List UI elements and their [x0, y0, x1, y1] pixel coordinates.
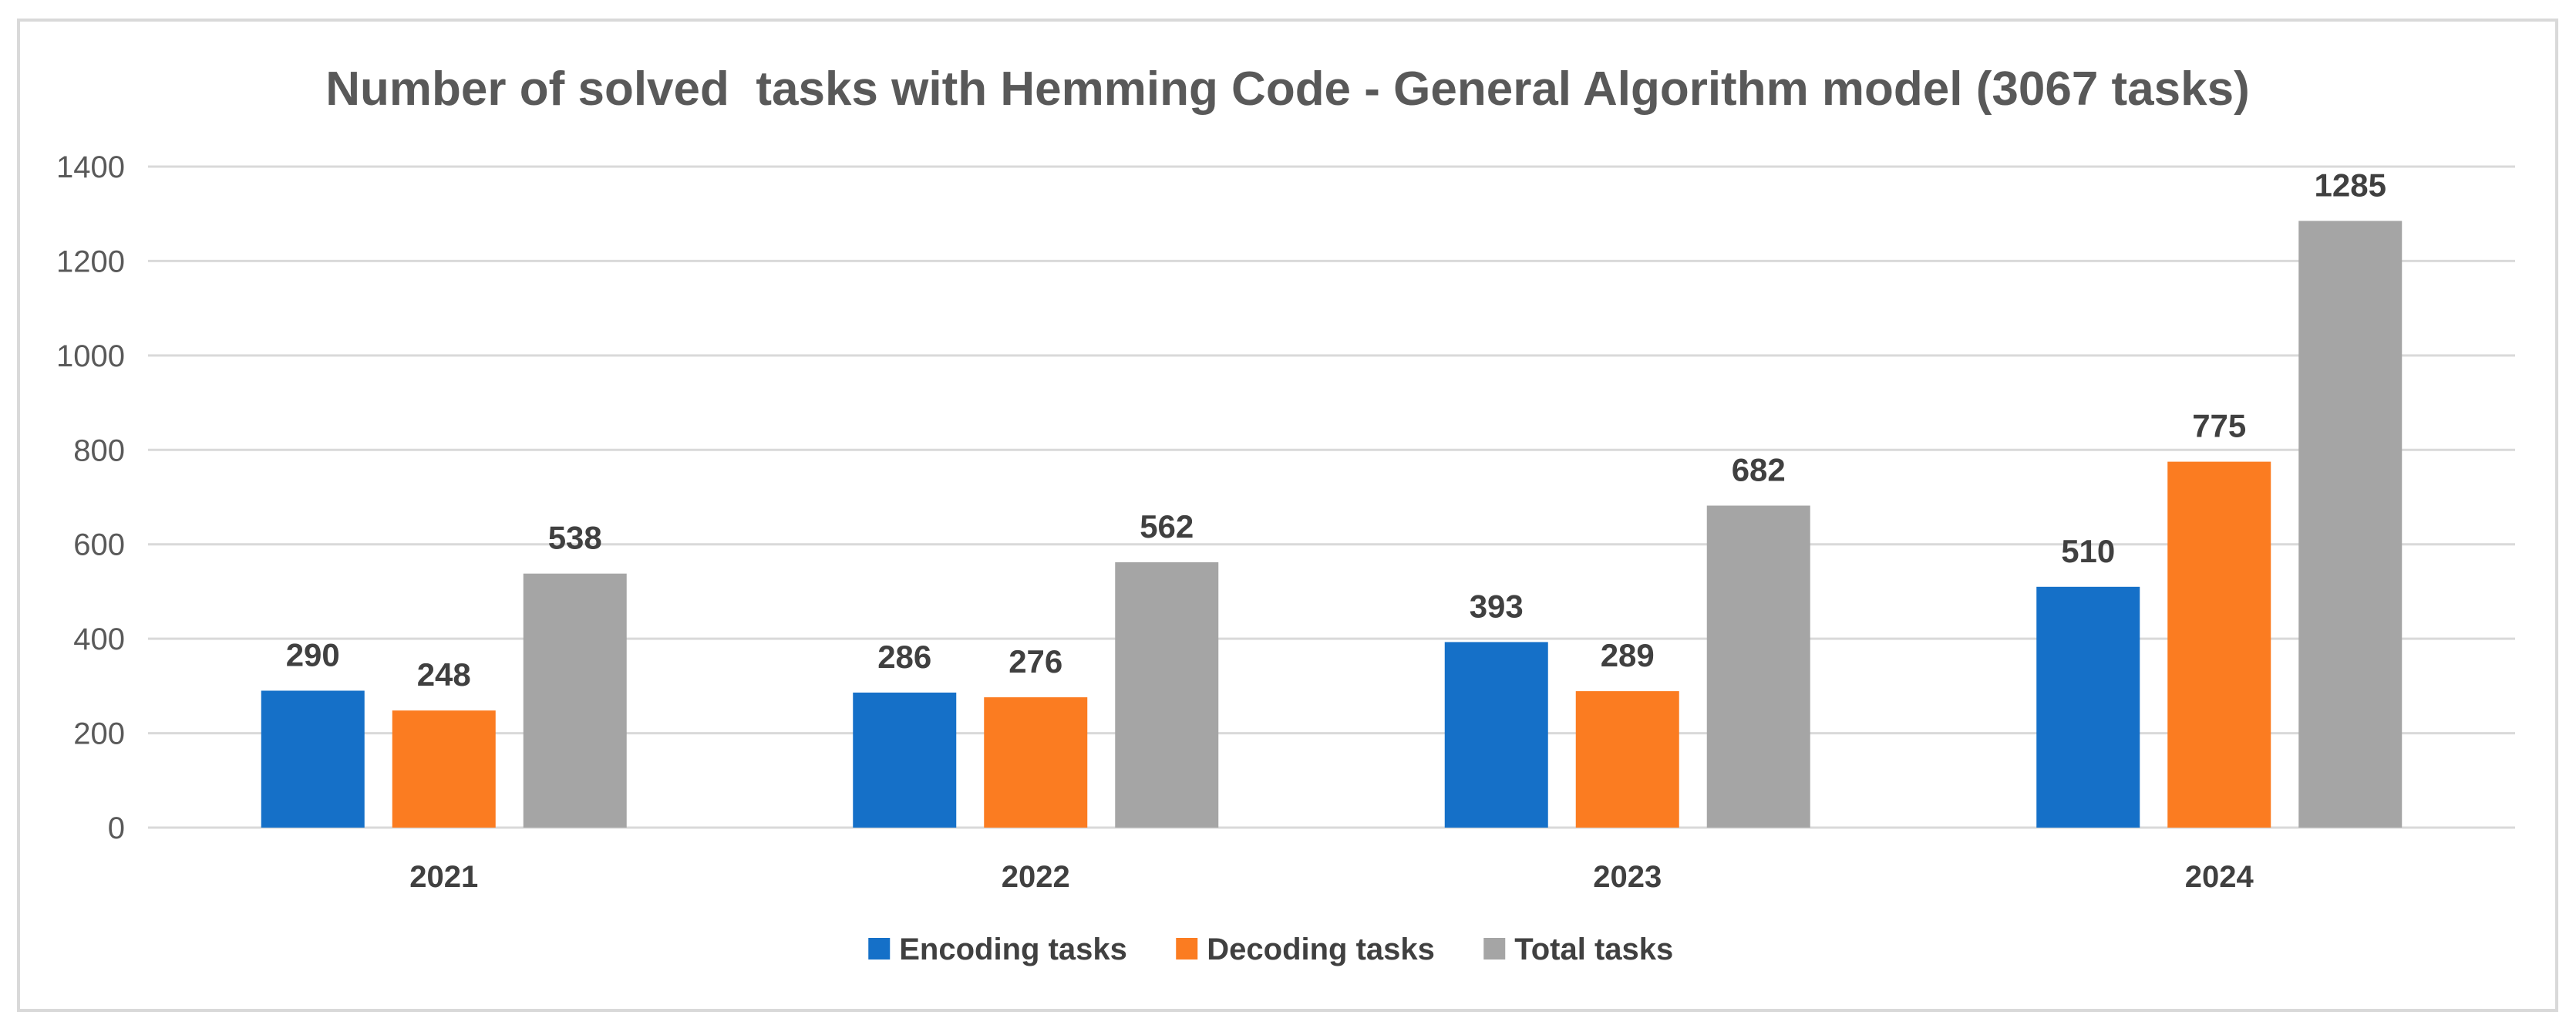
y-tick-label: 1400 [56, 150, 125, 184]
x-category-label: 2021 [409, 860, 478, 894]
data-label: 510 [2061, 533, 2115, 569]
data-label: 248 [417, 656, 471, 693]
y-tick-label: 600 [73, 528, 125, 562]
data-label: 562 [1140, 508, 1194, 545]
x-category-label: 2024 [2185, 860, 2254, 894]
bar-2024-total-tasks [2298, 221, 2403, 828]
legend-label: Encoding tasks [899, 933, 1127, 966]
data-label: 286 [877, 639, 931, 675]
bar-2023-encoding-tasks [1444, 642, 1548, 828]
bar-2023-decoding-tasks [1575, 691, 1679, 828]
bar-2022-decoding-tasks [984, 697, 1088, 828]
data-label: 682 [1732, 452, 1786, 488]
legend-label: Decoding tasks [1207, 933, 1435, 966]
bar-2024-encoding-tasks [2036, 586, 2140, 828]
legend-label: Total tasks [1514, 933, 1673, 966]
y-tick-label: 800 [73, 433, 125, 467]
x-category-label: 2022 [1002, 860, 1070, 894]
y-tick-label: 0 [108, 811, 125, 845]
bars [261, 221, 2403, 828]
x-axis-categories: 2021 2022 2023 2024 [409, 860, 2254, 894]
data-label: 393 [1470, 588, 1524, 624]
data-label: 290 [286, 636, 340, 673]
y-tick-label: 1200 [56, 245, 125, 278]
bar-2021-decoding-tasks [392, 710, 496, 828]
x-category-label: 2023 [1593, 860, 1662, 894]
bar-2024-decoding-tasks [2167, 461, 2271, 828]
data-label: 775 [2192, 408, 2246, 444]
y-axis-ticks: 0 200 400 600 800 1000 1200 1400 [56, 150, 125, 845]
legend-swatch-decoding-tasks [1176, 938, 1198, 959]
chart-frame [17, 19, 2558, 1012]
y-tick-label: 400 [73, 622, 125, 656]
data-label: 289 [1601, 637, 1655, 673]
bar-2022-encoding-tasks [853, 692, 957, 828]
legend: Encoding tasks Decoding tasks Total tasks [868, 933, 1673, 966]
data-label: 1285 [2315, 167, 2386, 203]
gridlines [148, 165, 2515, 829]
y-tick-label: 200 [73, 717, 125, 751]
legend-swatch-encoding-tasks [868, 938, 891, 959]
data-label: 538 [548, 520, 602, 556]
y-tick-label: 1000 [56, 339, 125, 373]
bar-2021-encoding-tasks [261, 690, 365, 828]
chart-title: Number of solved tasks with Hemming Code… [325, 62, 2250, 116]
bar-2021-total-tasks [523, 573, 627, 828]
data-label: 276 [1009, 643, 1062, 680]
data-labels: 290 248 538 286 276 562 393 289 682 510 775 1285 [286, 167, 2386, 693]
legend-swatch-total-tasks [1483, 938, 1506, 959]
bar-2023-total-tasks [1706, 505, 1810, 828]
bar-2022-total-tasks [1115, 562, 1219, 828]
